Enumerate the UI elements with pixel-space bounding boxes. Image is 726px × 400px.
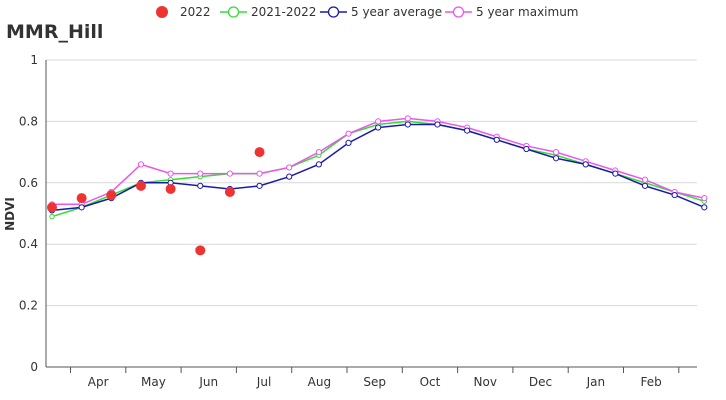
x-tick-label: Feb [641,375,662,389]
series-line [52,117,705,206]
data-point [167,170,174,177]
x-tick-label: Apr [88,375,109,389]
data-point [671,191,678,199]
chart-title: MMR_Hill [6,21,103,43]
data-point [612,170,619,177]
legend-marker [227,6,240,18]
data-point [493,136,500,143]
data-point [641,182,649,189]
legend-marker [327,6,340,18]
x-axis: Apr May Jun Jul Aug Sep Oct Nov Dec Jan Feb [46,366,697,389]
data-point [345,139,352,146]
legend-label: 2022 [180,5,211,19]
y-tick-label: 0.8 [19,114,38,128]
y-axis-title: NDVI [3,197,17,231]
series-2022 [47,147,265,256]
data-point [47,202,57,213]
x-tick-label: Jun [198,375,218,389]
data-point [197,170,204,177]
data-point [404,115,411,122]
plot-area [47,115,708,256]
data-point [286,164,293,171]
x-tick-label: May [141,375,166,389]
data-point [49,213,55,220]
data-point [523,145,530,153]
legend-label: 2021-2022 [251,5,316,19]
data-point [434,121,441,128]
data-point [254,147,265,158]
x-tick-label: Oct [420,375,441,389]
legend-marker [156,6,168,18]
data-point [701,195,708,202]
data-point [404,121,411,128]
data-point [224,187,235,198]
data-point [701,204,708,211]
y-tick-label: 0.6 [19,176,38,190]
data-point [641,176,649,183]
data-point [582,161,589,168]
data-point [78,204,85,211]
data-point [256,170,263,177]
data-point [165,183,176,194]
data-point [195,245,206,256]
data-point [315,161,322,168]
data-point [135,180,146,191]
data-point [137,161,145,168]
x-tick-label: Nov [474,375,497,389]
legend-item: 2021-2022 [220,5,316,19]
data-point [286,173,293,180]
data-point [197,182,204,189]
data-point [345,130,352,137]
legend-item: 5 year maximum [445,5,579,19]
data-point [256,182,263,189]
x-tick-label: Jul [256,375,271,389]
legend-label: 5 year average [351,5,442,19]
legend-item: 2022 [156,5,211,19]
x-tick-label: Dec [529,375,552,389]
series-line [51,120,705,218]
y-tick-label: 0.4 [19,237,38,251]
y-tick-label: 0 [30,360,38,374]
chart-legend: 2022 2021-2022 5 year average 5 year maximu… [156,5,579,19]
legend-label: 5 year maximum [476,5,579,19]
data-point [375,124,382,131]
legend-marker [452,6,465,18]
data-point [552,149,560,156]
y-tick-label: 1 [30,53,38,67]
legend-item: 5 year average [320,5,442,19]
y-tick-label: 0.2 [19,299,38,313]
x-tick-label: Sep [363,375,386,389]
data-point [375,118,382,125]
data-point [106,190,117,201]
x-tick-label: Aug [308,375,331,389]
data-point [464,127,471,134]
y-axis: 0 0.2 0.4 0.6 0.8 1 [19,53,47,374]
x-tick-label: Jan [586,375,606,389]
data-point [76,193,87,204]
data-point [226,170,233,177]
data-point [315,149,322,156]
data-point [552,155,560,162]
series-5-year-average [48,121,708,214]
